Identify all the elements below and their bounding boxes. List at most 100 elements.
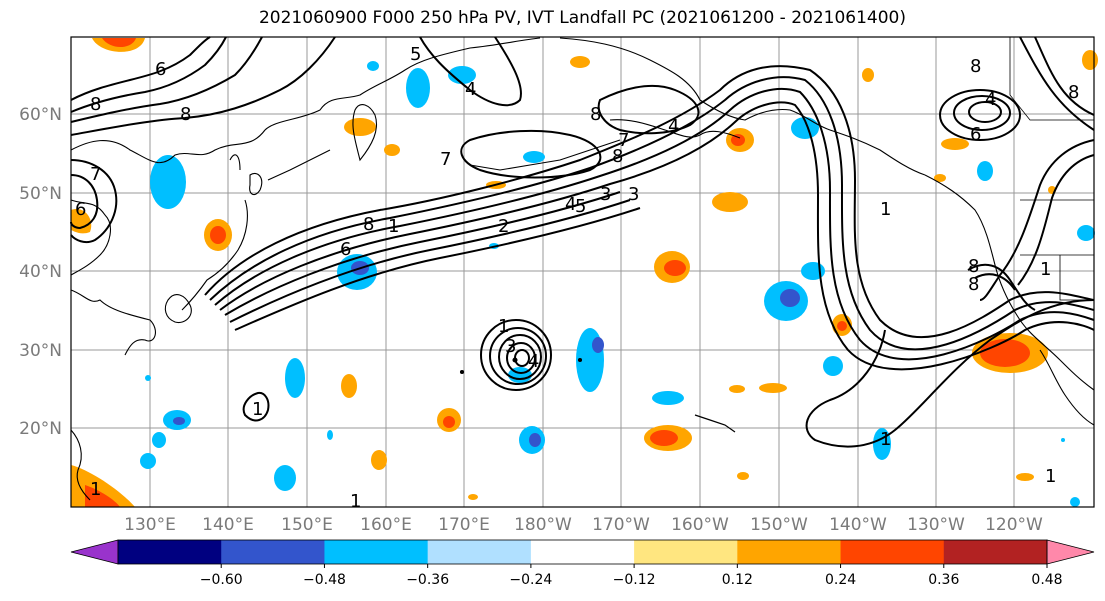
colorbar-tick-label: 0.48 bbox=[1031, 572, 1062, 588]
colorbar-cell bbox=[943, 540, 1048, 564]
colorbar: −0.60 −0.48 −0.36 −0.24 −0.12 0.12 0.24 0.36 0.4… bbox=[70, 539, 1095, 588]
contour-label: 8 bbox=[612, 146, 623, 167]
negative-anomaly bbox=[652, 391, 684, 405]
negative-anomaly bbox=[1077, 225, 1095, 241]
negative-anomaly bbox=[448, 66, 476, 84]
colorbar-cell bbox=[427, 540, 532, 564]
positive-anomaly bbox=[731, 134, 745, 146]
negative-anomaly bbox=[977, 161, 993, 181]
lon-label: 160°E bbox=[360, 515, 412, 535]
contour-label: 4 bbox=[528, 351, 539, 372]
positive-anomaly bbox=[934, 174, 946, 182]
lat-label: 20°N bbox=[19, 419, 62, 439]
lon-label: 130°E bbox=[124, 515, 176, 535]
contour-labels: 8 5 4 3 2 3 8 7 4 8 7 4 5 8 1 8 7 6 6 6 … bbox=[75, 44, 1079, 512]
contour-label: 8 bbox=[590, 104, 601, 125]
lon-label: 170°E bbox=[438, 515, 490, 535]
contour-label: 7 bbox=[440, 149, 451, 170]
negative-anomaly bbox=[327, 430, 333, 440]
positive-anomaly bbox=[664, 260, 686, 276]
negative-anomaly bbox=[145, 375, 151, 381]
map-title: 2021060900 F000 250 hPa PV, IVT Landfall… bbox=[258, 8, 906, 28]
contour-label: 1 bbox=[388, 216, 399, 237]
positive-anomaly bbox=[344, 118, 376, 136]
positive-anomaly bbox=[210, 226, 226, 244]
pv-contours bbox=[70, 36, 1095, 448]
colorbar-cell bbox=[118, 540, 222, 564]
colorbar-tick-label: 0.12 bbox=[722, 572, 753, 588]
negative-anomaly bbox=[285, 358, 305, 398]
colorbar-tick-label: −0.48 bbox=[303, 572, 346, 588]
positive-anomaly bbox=[980, 339, 1030, 367]
colorbar-extend-low bbox=[70, 539, 119, 565]
positive-anomaly bbox=[650, 430, 678, 446]
colorbar-tick-label: −0.36 bbox=[406, 572, 449, 588]
positive-anomaly bbox=[737, 472, 749, 480]
positive-anomaly bbox=[371, 450, 387, 470]
colorbar-tick-label: 0.36 bbox=[928, 572, 959, 588]
colorbar-extend-high bbox=[1046, 539, 1095, 565]
positive-anomaly bbox=[443, 416, 455, 428]
positive-anomaly bbox=[1082, 50, 1098, 70]
contour-label: 8 bbox=[363, 214, 374, 235]
colorbar-tick-label: −0.24 bbox=[509, 572, 552, 588]
contour-label: 2 bbox=[498, 216, 509, 237]
contour-label: 8 bbox=[180, 104, 191, 125]
positive-anomaly bbox=[1016, 473, 1034, 481]
contour-label: 1 bbox=[880, 429, 891, 450]
map-frame bbox=[70, 36, 1095, 508]
colorbar-cell bbox=[221, 540, 325, 564]
positive-anomaly bbox=[837, 321, 847, 331]
lon-label: 160°W bbox=[671, 515, 729, 535]
negative-anomaly bbox=[406, 68, 430, 108]
map-background bbox=[71, 37, 1094, 507]
positive-anomaly bbox=[759, 383, 787, 393]
contour-label: 1 bbox=[90, 479, 101, 500]
negative-anomaly bbox=[367, 61, 379, 71]
contour-label: 6 bbox=[75, 199, 86, 220]
positive-anomaly bbox=[570, 56, 590, 68]
negative-anomaly bbox=[1070, 497, 1080, 507]
lon-label: 140°E bbox=[202, 515, 254, 535]
lon-label: 180°W bbox=[514, 515, 572, 535]
contour-label: 1 bbox=[880, 199, 891, 220]
lon-label: 120°W bbox=[985, 515, 1043, 535]
colorbar-cells bbox=[118, 540, 1048, 564]
negative-anomaly bbox=[173, 417, 185, 425]
contour-label: 4 bbox=[465, 79, 476, 100]
colorbar-cell bbox=[324, 540, 429, 564]
positive-anomaly bbox=[862, 68, 874, 82]
negative-anomaly bbox=[1061, 438, 1065, 442]
contour-label: 6 bbox=[970, 124, 981, 145]
colorbar-ticks: −0.60 −0.48 −0.36 −0.24 −0.12 0.12 0.24 0.36 0.4… bbox=[200, 564, 1063, 588]
colorbar-tick-label: −0.12 bbox=[613, 572, 656, 588]
contour-label: 3 bbox=[505, 336, 516, 357]
colorbar-tick-label: 0.24 bbox=[825, 572, 856, 588]
negative-anomaly bbox=[823, 356, 843, 376]
contour-label: 1 bbox=[498, 316, 509, 337]
negative-anomaly bbox=[780, 289, 800, 307]
contour-label: 6 bbox=[155, 59, 166, 80]
colorbar-frame bbox=[117, 539, 1048, 565]
contour-label: 3 bbox=[628, 184, 639, 205]
positive-anomaly bbox=[941, 138, 969, 150]
colorbar-cell bbox=[530, 540, 635, 564]
contour-label: 8 bbox=[1068, 82, 1079, 103]
lon-label: 130°W bbox=[907, 515, 965, 535]
contour-label: 4 bbox=[565, 194, 576, 215]
negative-anomaly bbox=[791, 117, 819, 139]
colorbar-cell bbox=[840, 540, 945, 564]
negative-anomaly bbox=[523, 151, 545, 163]
contour-label: 4 bbox=[985, 89, 996, 110]
contour-label: 8 bbox=[970, 56, 981, 77]
contour-label: 6 bbox=[340, 239, 351, 260]
contour-label: 8 bbox=[968, 274, 979, 295]
positive-anomaly bbox=[712, 192, 748, 212]
coastlines bbox=[70, 37, 1095, 501]
negative-anomaly bbox=[152, 432, 166, 448]
negative-anomaly bbox=[529, 433, 541, 447]
latitude-labels: 60°N 50°N 40°N 30°N 20°N bbox=[19, 105, 62, 439]
contour-label: 8 bbox=[968, 256, 979, 277]
contour-label: 7 bbox=[90, 164, 101, 185]
